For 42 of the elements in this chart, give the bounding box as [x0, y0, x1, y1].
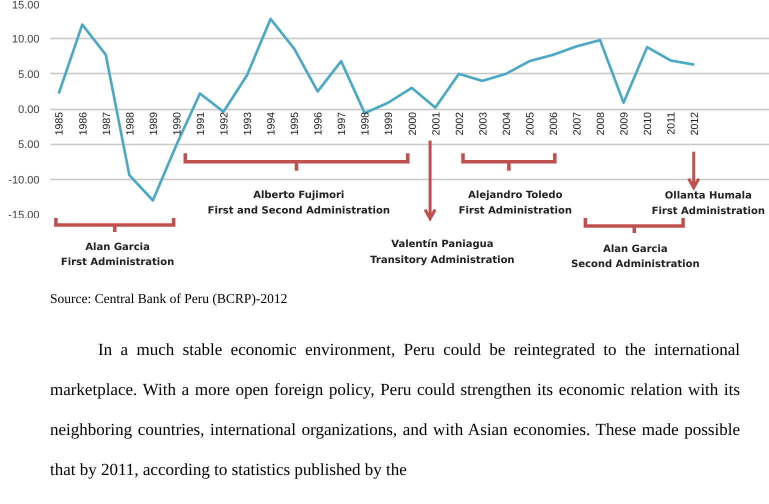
x-tick-label: 2010	[642, 112, 654, 136]
x-tick-label: 1985	[54, 112, 66, 136]
x-tick-label: 2002	[454, 112, 466, 136]
y-tick-label: 5.00	[18, 68, 40, 81]
source-note: Source: Central Bank of Peru (BCRP)-2012	[50, 290, 288, 308]
x-tick-label: 2011	[666, 112, 678, 135]
x-tick-label: 1997	[336, 112, 348, 136]
x-tick-label: 2001	[430, 112, 442, 136]
x-tick-label: 1991	[194, 112, 207, 136]
x-tick-label: 1988	[124, 112, 136, 136]
x-tick-label: 2009	[618, 112, 631, 136]
x-tick-label: 1999	[383, 112, 396, 136]
text: Valentín Paniagua Transitory Administration	[370, 239, 515, 266]
y-tick-label: 15.00	[12, 0, 40, 12]
x-tick-label: 2000	[406, 112, 419, 136]
y-tick-label: 10.00	[12, 34, 40, 46]
text: In a much stable economic environment, Peru could be reintegrated to the international marketplace. With a more open foreign policy, Peru could strengthen its economic relation with its neighboring countries, international organizations, and with Asian economies. These made possible that by 2011, according to statistics published by the	[50, 340, 740, 480]
x-tick-label: 2012	[689, 112, 702, 136]
x-tick-label: 2004	[500, 112, 513, 136]
x-tick-label: 1994	[266, 112, 278, 136]
annotation: Alejandro Toledo First Administration	[458, 190, 572, 216]
y-tick-label: -10.00	[8, 174, 40, 186]
annotation: Alberto Fujimori First and Second Administration	[208, 190, 390, 216]
x-tick-label: 1987	[100, 112, 113, 136]
x-tick-label: 1993	[242, 112, 254, 136]
text: Alan Garcia First Administration	[60, 242, 174, 268]
x-tick-label: 1986	[77, 112, 90, 136]
x-tick-label: 1996	[312, 112, 325, 136]
x-tick-label: 2003	[477, 112, 490, 136]
x-tick-label: 1990	[171, 112, 184, 136]
x-tick-label: 1995	[289, 112, 302, 136]
x-tick-label: 1998	[360, 112, 372, 136]
x-tick-label: 2005	[524, 112, 536, 136]
x-tick-label: 2006	[548, 112, 560, 136]
x-tick-label: 2007	[572, 112, 584, 136]
text: Alan Garcia Second Administration	[571, 244, 700, 270]
y-tick-label: 0.00	[18, 104, 40, 116]
x-tick-label: 2008	[595, 112, 608, 136]
x-tick-label: 1992	[218, 112, 230, 136]
x-tick-label: 1989	[148, 112, 160, 136]
y-tick-label: 5.00	[18, 139, 40, 152]
annotation: Ollanta Humala First Administration	[652, 190, 765, 218]
